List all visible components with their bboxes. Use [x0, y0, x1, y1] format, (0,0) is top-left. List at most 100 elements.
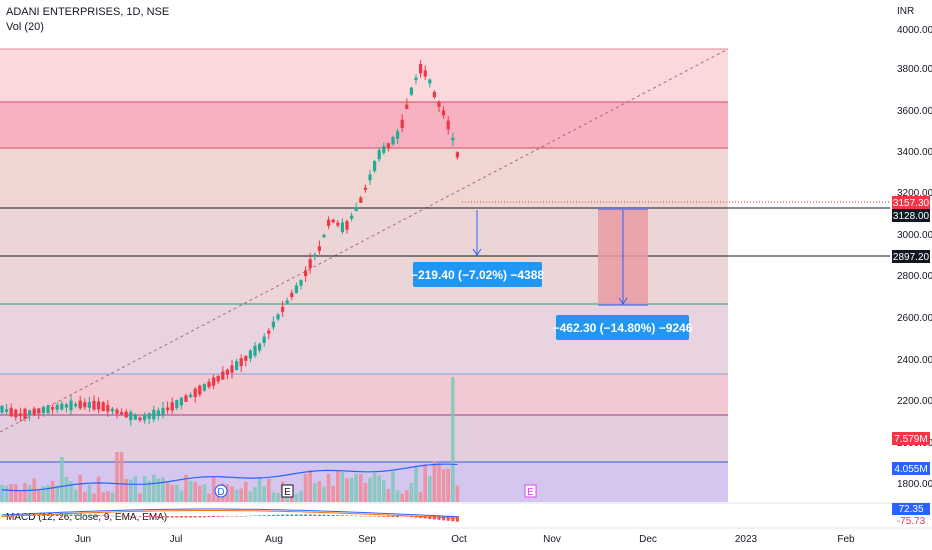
candle-body: [327, 219, 331, 226]
candle-body: [317, 246, 321, 251]
volume-bar: [211, 475, 216, 502]
candle-body: [189, 394, 193, 398]
candle-body: [18, 413, 22, 416]
macd-histogram-bar: [101, 515, 105, 516]
volume-bar: [9, 484, 13, 502]
candle-body: [258, 343, 262, 351]
svg-text:72.35: 72.35: [898, 504, 923, 515]
zone-tan: [0, 148, 728, 208]
volume-bar: [142, 475, 147, 502]
candle-body: [345, 221, 349, 230]
candle-body: [133, 415, 137, 420]
candle-body: [299, 279, 303, 286]
macd-histogram-bar: [235, 516, 239, 517]
candle-body: [304, 270, 308, 277]
candle-body: [14, 409, 18, 418]
candle-body: [69, 400, 73, 411]
macd-histogram-bar: [304, 514, 308, 516]
x-tick: Sep: [358, 534, 376, 545]
macd-histogram-bar: [359, 515, 363, 517]
volume-bar: [96, 476, 101, 502]
svg-text:7.579M: 7.579M: [894, 434, 927, 445]
volume-bar: [156, 478, 161, 502]
volume-bar: [124, 478, 128, 502]
candle-body: [28, 410, 32, 415]
macd-histogram-bar: [230, 516, 234, 517]
candle-body: [423, 70, 427, 77]
event-marker-earnings-2[interactable]: E: [524, 484, 537, 498]
volume-bar: [161, 477, 165, 502]
volume-bar: [101, 492, 105, 502]
y-tick: 2200.00: [897, 396, 932, 407]
volume-bar: [418, 491, 423, 502]
price-axis[interactable]: INR 4000.00 3800.00 3600.00 3400.00 3200…: [897, 6, 932, 490]
macd-line: [1, 508, 458, 518]
volume-bar: [372, 472, 377, 502]
event-marker-dividend[interactable]: D: [214, 484, 228, 498]
macd-histogram-bar: [432, 516, 436, 520]
macd-histogram-bar: [244, 515, 248, 517]
measure-callout-short[interactable]: −219.40 (−7.02%) −4388: [411, 262, 544, 287]
volume-bar: [244, 481, 248, 502]
macd-histogram-bar: [377, 516, 381, 517]
volume-bar: [78, 474, 82, 502]
measure-arrowhead-long: [618, 297, 628, 305]
volume-bar: [165, 480, 170, 502]
macd-histogram-bar: [129, 516, 133, 517]
volume-bar: [276, 492, 280, 502]
candle-body: [225, 369, 229, 375]
svg-text:E: E: [527, 487, 534, 498]
x-tick: Feb: [837, 534, 855, 545]
macd-histogram-bar: [120, 516, 124, 517]
candle-body: [414, 77, 418, 80]
macd-histogram-bar: [419, 516, 423, 519]
candle-body: [386, 143, 390, 149]
macd-histogram-bar: [442, 516, 446, 521]
candle-body: [41, 407, 45, 413]
candle-body: [290, 292, 294, 297]
volume-bar: [428, 476, 432, 502]
measure-callout-long[interactable]: −462.30 (−14.80%) −9246: [553, 315, 693, 340]
candle-body: [340, 222, 344, 232]
svg-text:D: D: [217, 487, 224, 498]
candle-body: [400, 119, 404, 128]
price-tag-level-1: 3128.00: [892, 209, 930, 222]
macd-histogram-bar: [202, 516, 206, 518]
volume-bar: [455, 485, 460, 502]
macd-histogram-bar: [138, 516, 142, 517]
volume-bar: [46, 484, 50, 502]
candle-body: [373, 161, 377, 171]
volume-bar: [41, 485, 46, 502]
dashed-trendline[interactable]: [0, 48, 729, 433]
macd-histogram-bar: [317, 514, 321, 516]
svg-text:−219.40 (−7.02%) −4388: −219.40 (−7.02%) −4388: [411, 268, 544, 282]
macd-layer: [0, 508, 459, 522]
candle-body: [396, 131, 400, 139]
candle-body: [409, 87, 413, 95]
volume-layer: [0, 377, 460, 502]
candle-body: [124, 411, 128, 418]
volume-bar: [179, 490, 184, 502]
volume-bar: [92, 493, 96, 502]
event-marker-earnings-1[interactable]: E: [281, 484, 294, 498]
volume-bar: [345, 478, 349, 502]
price-tag-last: 3157.30: [892, 196, 930, 209]
macd-histogram-bar: [92, 515, 96, 516]
macd-histogram-bar: [161, 516, 165, 518]
macd-histogram-bar: [373, 516, 377, 517]
time-axis[interactable]: Jun Jul Aug Sep Oct Nov Dec 2023 Feb: [75, 534, 855, 545]
candle-body: [368, 174, 372, 181]
macd-histogram-bar: [258, 515, 262, 516]
macd-histogram-bar: [331, 514, 335, 516]
x-tick: Jul: [170, 534, 183, 545]
candle-body: [193, 388, 197, 398]
candle-body: [212, 377, 216, 386]
macd-histogram-bar: [74, 514, 78, 516]
zone-top-pink: [0, 49, 728, 102]
volume-bar: [60, 457, 64, 502]
macd-histogram-bar: [308, 514, 312, 516]
macd-histogram-bar: [253, 515, 257, 516]
macd-histogram-bar: [83, 514, 87, 516]
macd-histogram-bar: [41, 514, 45, 516]
